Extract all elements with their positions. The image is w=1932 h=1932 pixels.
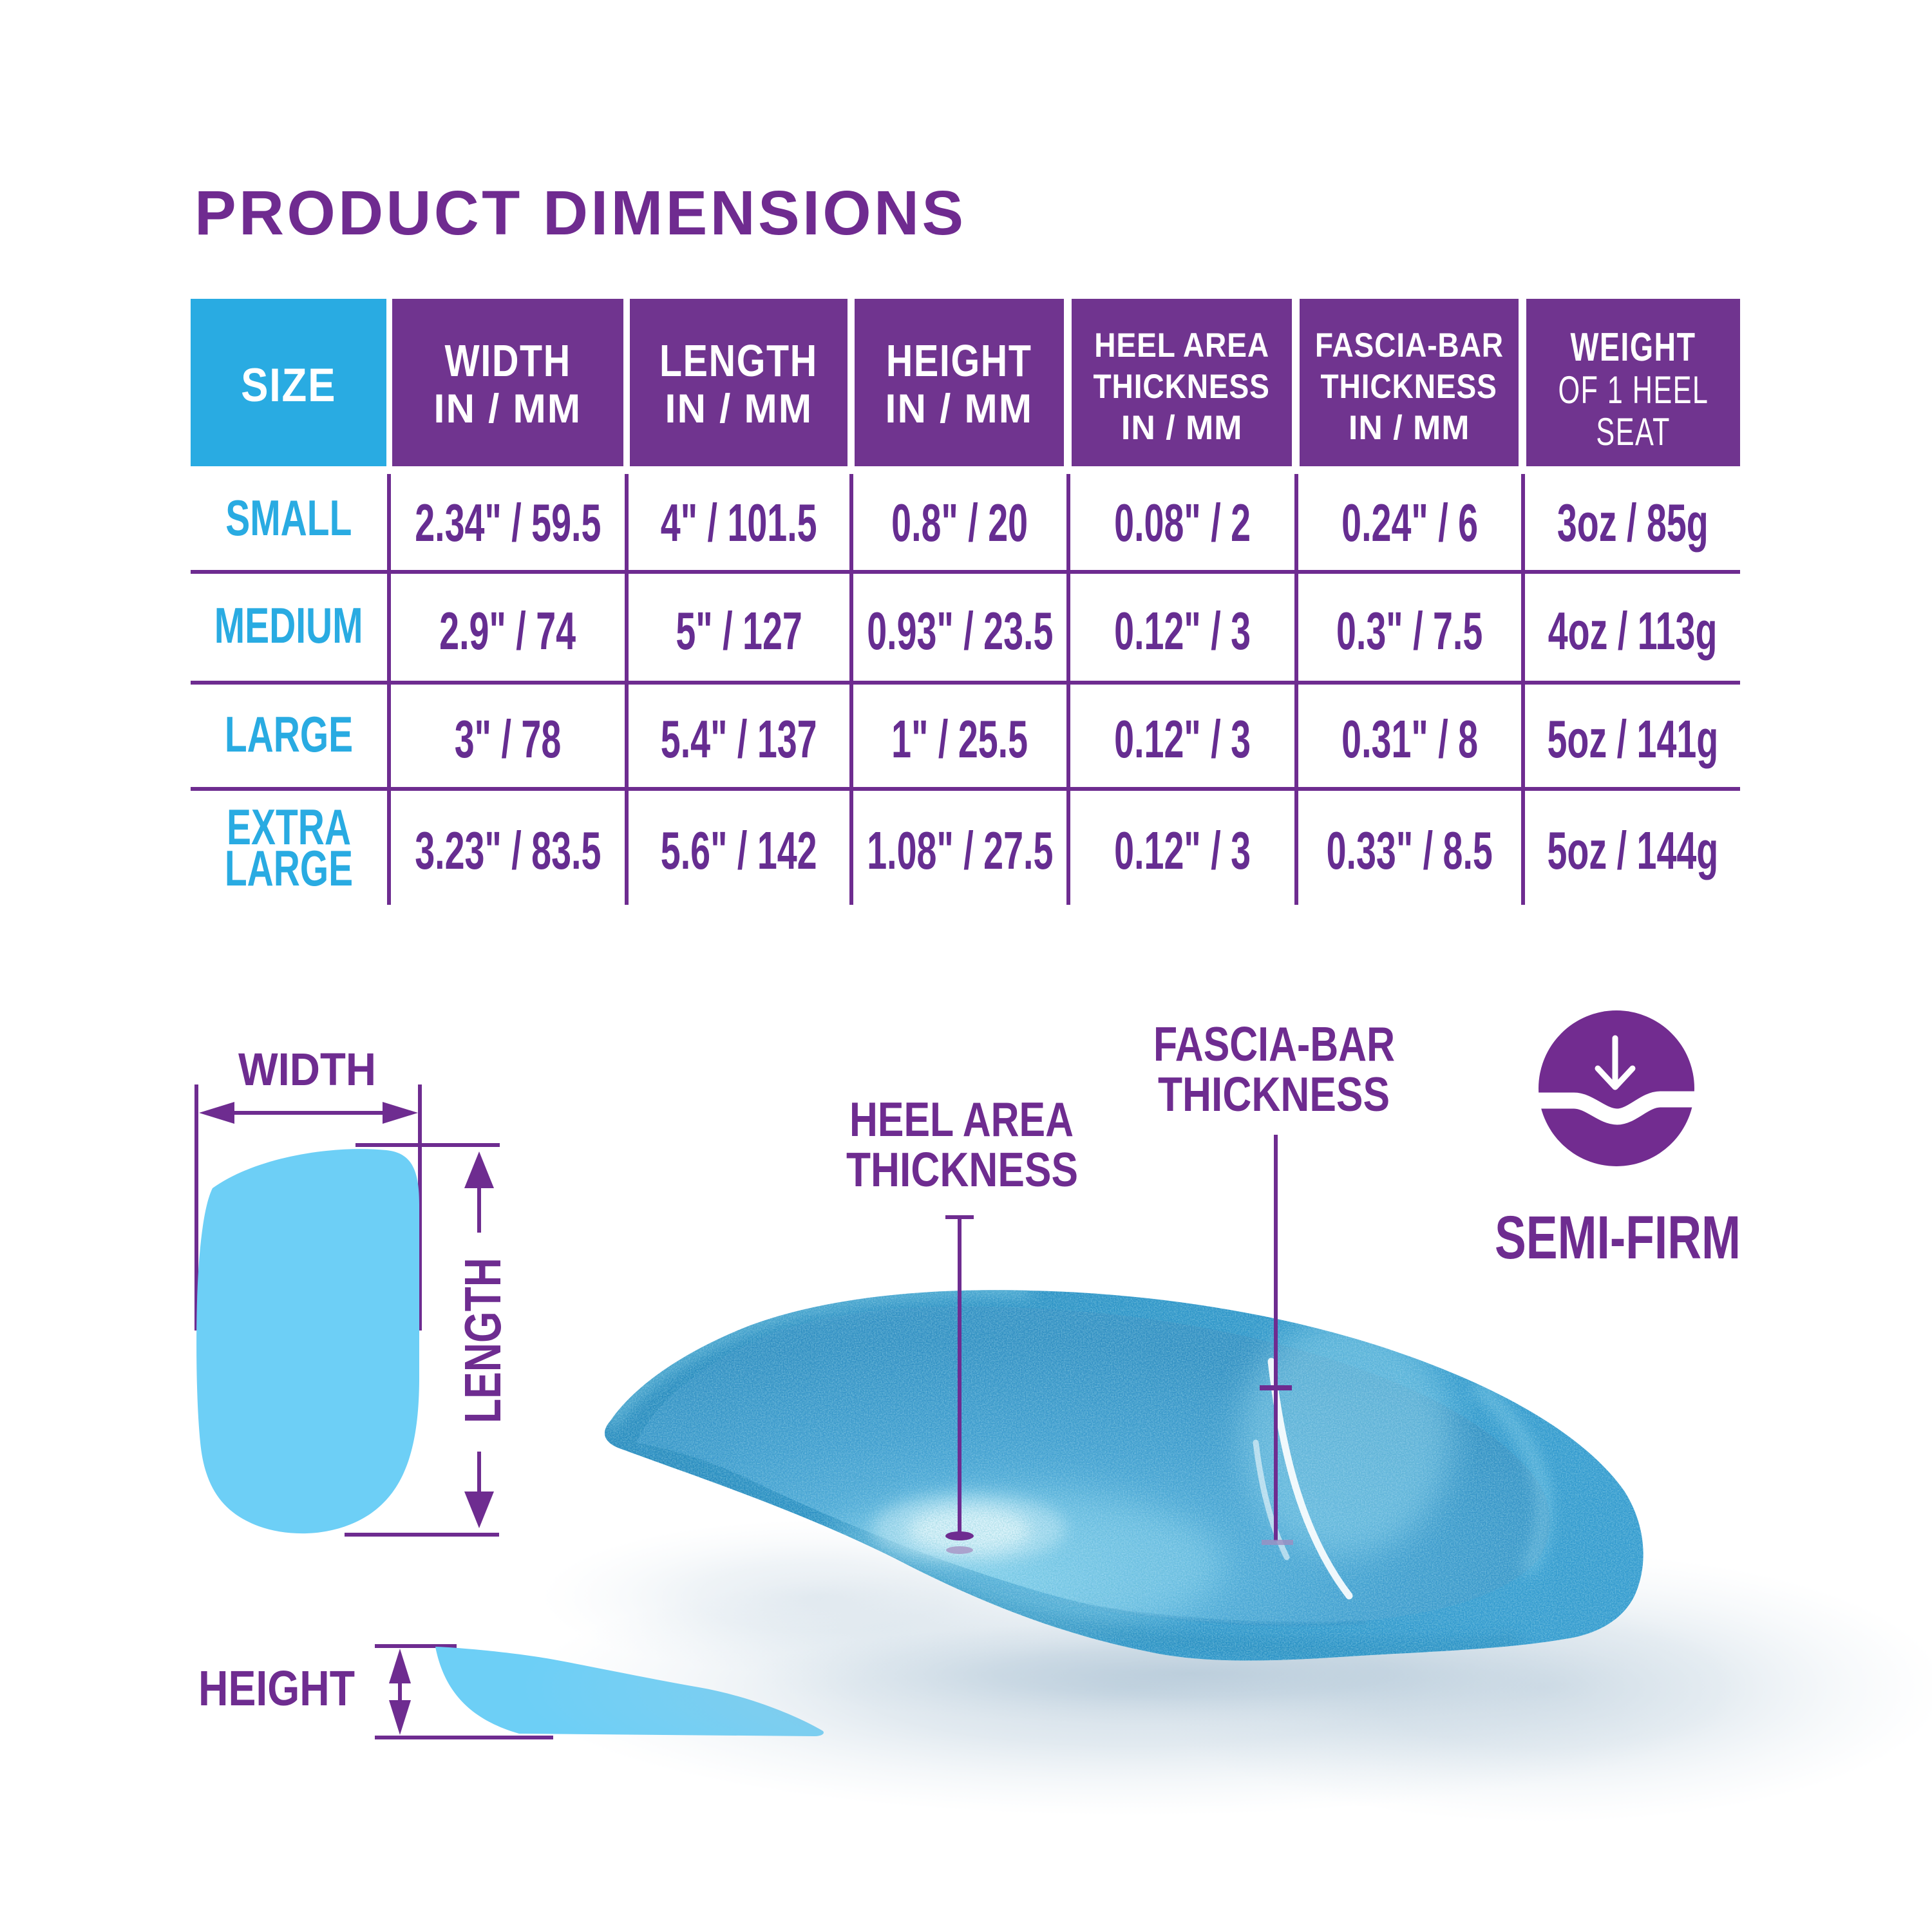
svg-text:HEEL AREA: HEEL AREA <box>849 1092 1074 1146</box>
svg-text:THICKNESS: THICKNESS <box>1158 1067 1390 1121</box>
svg-text:SEMI-FIRM: SEMI-FIRM <box>1495 1204 1741 1272</box>
svg-text:WIDTH: WIDTH <box>238 1045 376 1095</box>
svg-text:HEIGHT: HEIGHT <box>198 1661 355 1716</box>
svg-text:THICKNESS: THICKNESS <box>846 1142 1078 1197</box>
svg-text:FASCIA-BAR: FASCIA-BAR <box>1153 1017 1395 1071</box>
svg-text:LENGTH: LENGTH <box>454 1258 511 1423</box>
